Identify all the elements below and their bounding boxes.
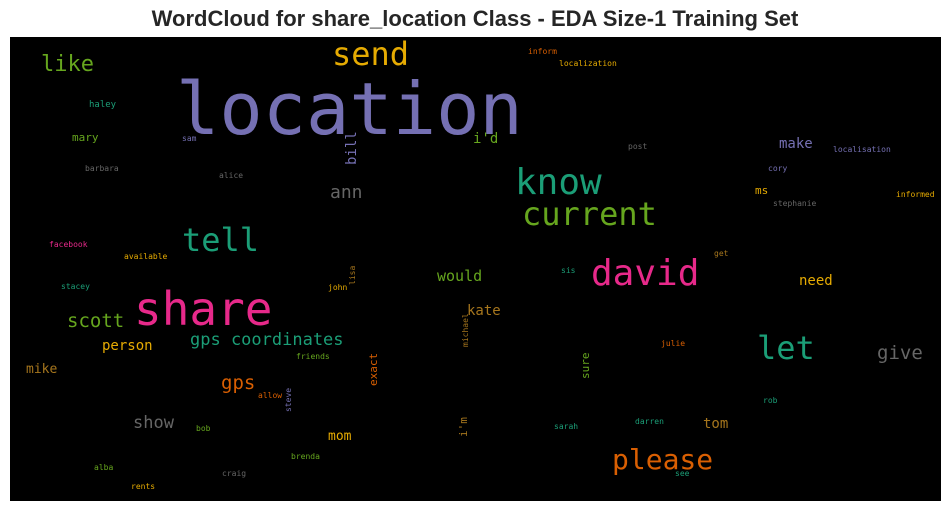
word-would: would xyxy=(437,267,482,285)
word-alice: alice xyxy=(219,171,243,180)
word-sarah: sarah xyxy=(554,422,578,431)
word-need: need xyxy=(799,273,833,289)
word-please: please xyxy=(612,443,713,476)
word-facebook: facebook xyxy=(49,240,88,249)
word-current: current xyxy=(522,195,657,233)
word-show: show xyxy=(133,413,175,433)
word-mike: mike xyxy=(26,362,57,377)
word-inform: inform xyxy=(528,47,557,56)
word-available: available xyxy=(124,252,168,261)
word-stephanie: stephanie xyxy=(773,199,817,208)
word-julie: julie xyxy=(661,339,685,348)
word-haley: haley xyxy=(89,100,117,110)
word-exact: exact xyxy=(367,353,380,386)
word-gps-coordinates: gps coordinates xyxy=(190,330,344,350)
word-localisation: localisation xyxy=(833,145,891,154)
word-gps: gps xyxy=(221,372,255,394)
word-rents: rents xyxy=(131,482,155,491)
word-sure: sure xyxy=(579,353,592,380)
word-stacey: stacey xyxy=(61,282,90,291)
word-mary: mary xyxy=(72,131,99,144)
word-location: location xyxy=(176,67,523,151)
word-david: david xyxy=(591,253,699,294)
word-john: john xyxy=(328,283,347,292)
chart-title: WordCloud for share_location Class - EDA… xyxy=(151,6,799,31)
word-let: let xyxy=(757,329,815,367)
word-ms: ms xyxy=(755,184,768,197)
word-informed: informed xyxy=(896,190,935,199)
word-kate: kate xyxy=(467,303,501,319)
word-tom: tom xyxy=(703,416,728,432)
word-mom: mom xyxy=(328,429,352,444)
word-alba: alba xyxy=(94,463,113,472)
word-sis: sis xyxy=(561,266,576,275)
word-bill: bill xyxy=(344,131,360,165)
word-ann: ann xyxy=(330,182,363,203)
word-barbara: barbara xyxy=(85,164,119,173)
word-post: post xyxy=(628,142,647,151)
word-friends: friends xyxy=(296,352,330,361)
word-craig: craig xyxy=(222,469,246,478)
word-allow: allow xyxy=(258,391,282,400)
word-bob: bob xyxy=(196,424,211,433)
word-see: see xyxy=(675,469,690,478)
word-scott: scott xyxy=(67,310,124,332)
word-share: share xyxy=(134,282,272,336)
word-like: like xyxy=(41,52,94,77)
word-i-d: i'd xyxy=(473,131,498,147)
word-steve: steve xyxy=(284,388,293,412)
word-give: give xyxy=(877,342,923,364)
word-localization: localization xyxy=(559,59,617,68)
word-make: make xyxy=(779,136,813,152)
word-lisa: lisa xyxy=(348,266,357,285)
word-send: send xyxy=(332,37,409,73)
word-i-m: i'm xyxy=(457,417,470,437)
word-know: know xyxy=(515,162,602,203)
word-rob: rob xyxy=(763,396,778,405)
word-get: get xyxy=(714,249,729,258)
word-cory: cory xyxy=(768,164,787,173)
word-person: person xyxy=(102,338,153,354)
word-tell: tell xyxy=(182,221,259,259)
wordcloud-canvas: location share send know current david tell let… xyxy=(10,37,941,501)
word-sam: sam xyxy=(182,134,197,143)
word-michael: michael xyxy=(461,313,470,347)
word-darren: darren xyxy=(635,417,664,426)
word-brenda: brenda xyxy=(291,452,320,461)
